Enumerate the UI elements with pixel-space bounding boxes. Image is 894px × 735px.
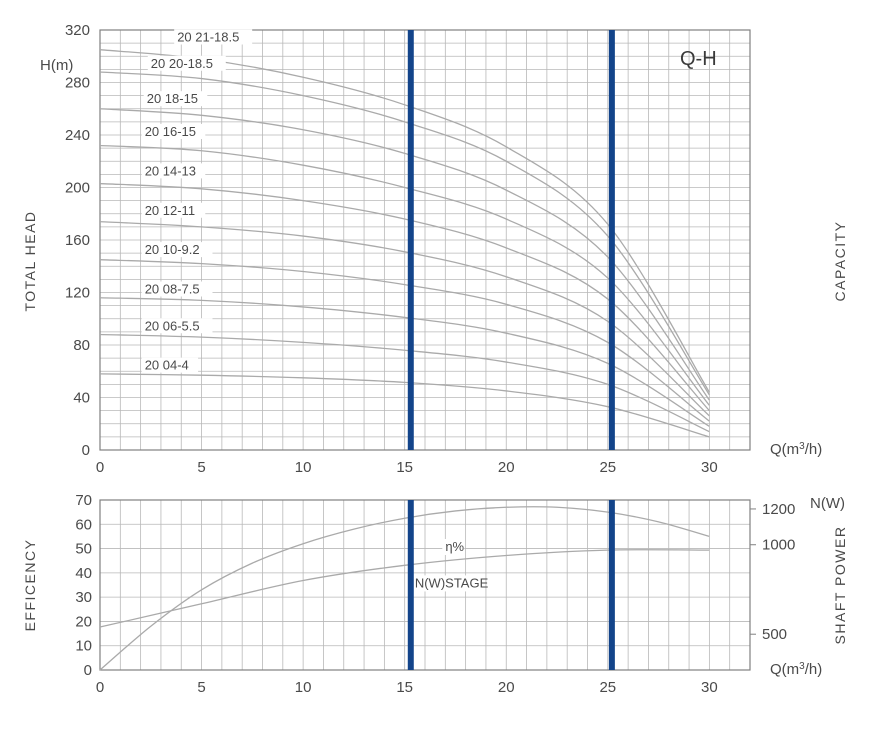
top-chart: 20 04-4 20 06-5.5 20 08-7.5 20 10-9.2 20 12-… (22, 22, 848, 476)
top-ytick: 280 (65, 75, 90, 92)
bottom-xtick: 30 (701, 679, 718, 696)
top-xtick: 30 (701, 459, 718, 476)
top-ylabel: H(m) (40, 57, 73, 74)
power-curve-label-0: N(W)STAGE (415, 575, 489, 590)
top-ytick: 40 (73, 390, 90, 407)
bottom-xtick: 20 (498, 679, 515, 696)
bottom-left-ytick: 70 (75, 492, 92, 509)
bottom-left-ytick: 0 (84, 662, 92, 679)
top-ytick: 320 (65, 22, 90, 39)
bottom-left-ytick: 10 (75, 638, 92, 655)
bottom-left-ytick: 50 (75, 541, 92, 558)
bottom-left-ytick: 60 (75, 516, 92, 533)
top-xtick: 25 (599, 459, 616, 476)
qh-curve-label-0: 20 04-4 (145, 358, 189, 373)
bottom-left-ytick: 30 (75, 589, 92, 606)
bottom-xtick: 10 (295, 679, 312, 696)
qh-curve-label-1: 20 06-5.5 (145, 318, 200, 333)
bottom-chart: η% N(W)STAGE 0 5 10 15 20 25 30 0 10 20 30 40 50 60 70 50… (22, 492, 848, 696)
top-ytick: 80 (73, 337, 90, 354)
top-right-side-label: CAPACITY (832, 221, 848, 302)
bottom-right-ytick: 1200 (762, 501, 795, 518)
top-ytick: 200 (65, 180, 90, 197)
eff-curve-label-0: η% (445, 539, 464, 554)
qh-label: Q-H (680, 48, 717, 70)
top-ytick: 160 (65, 232, 90, 249)
top-ytick: 120 (65, 285, 90, 302)
bottom-xlabel: Q(m3/h) (770, 661, 822, 679)
bottom-left-ytick: 20 (75, 613, 92, 630)
top-ytick: 240 (65, 127, 90, 144)
bottom-right-unit: N(W) (810, 495, 845, 512)
top-xtick: 15 (396, 459, 413, 476)
top-curve-labels: 20 04-4 20 06-5.5 20 08-7.5 20 10-9.2 20 12-… (142, 30, 253, 373)
bottom-right-ytick: 500 (762, 626, 787, 643)
bottom-xtick: 5 (197, 679, 205, 696)
qh-curve-label-6: 20 16-15 (145, 124, 196, 139)
top-xtick: 10 (295, 459, 312, 476)
bottom-xtick: 15 (396, 679, 413, 696)
top-left-side-label: TOTAL HEAD (22, 210, 38, 311)
bottom-right-ytick: 1000 (762, 537, 795, 554)
bottom-xtick: 0 (96, 679, 104, 696)
qh-curve-label-9: 20 21-18.5 (177, 30, 239, 45)
bottom-xtick: 25 (599, 679, 616, 696)
top-xtick: 20 (498, 459, 515, 476)
qh-curve-label-2: 20 08-7.5 (145, 282, 200, 297)
qh-curve-label-8: 20 20-18.5 (151, 56, 213, 71)
bottom-left-side-label: EFFICENCY (22, 539, 38, 632)
qh-curve-label-5: 20 14-13 (145, 163, 196, 178)
top-xtick: 0 (96, 459, 104, 476)
top-ytick: 0 (82, 442, 90, 459)
top-xtick: 5 (197, 459, 205, 476)
qh-curve-label-7: 20 18-15 (147, 91, 198, 106)
qh-curve-label-4: 20 12-11 (145, 203, 195, 218)
bottom-right-side-label: SHAFT POWER (832, 526, 848, 645)
qh-curve-label-3: 20 10-9.2 (145, 242, 200, 257)
top-xlabel: Q(m3/h) (770, 441, 822, 459)
bottom-left-ytick: 40 (75, 565, 92, 582)
